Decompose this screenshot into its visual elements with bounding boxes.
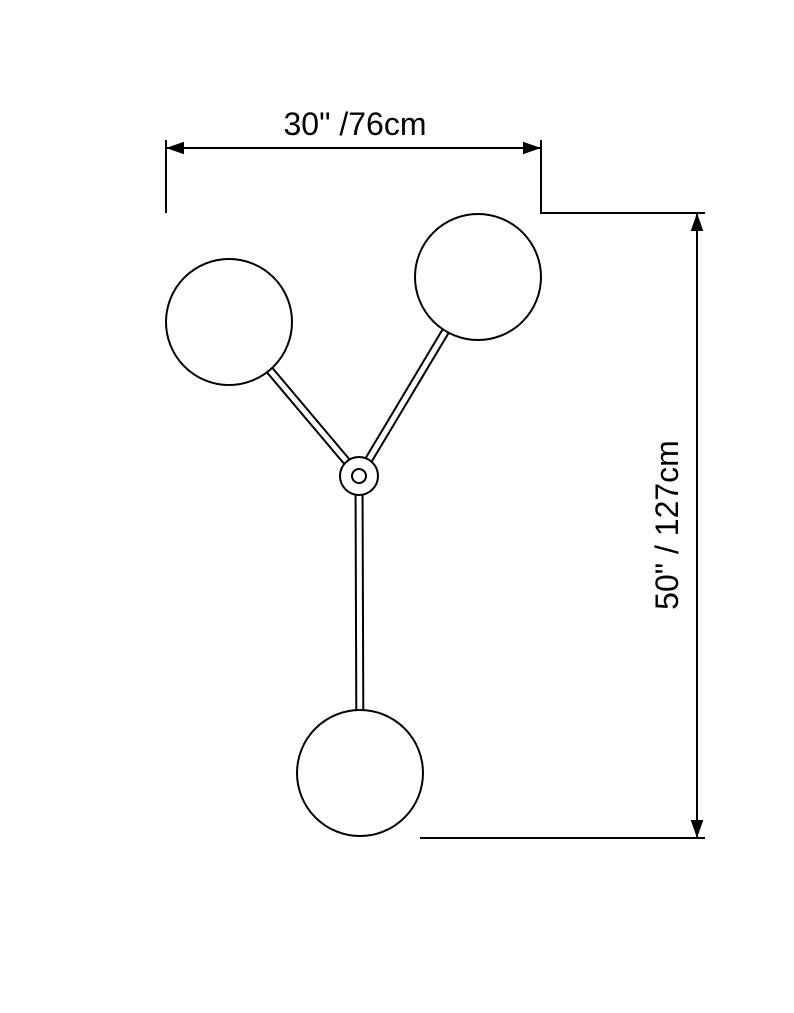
dim-top-label: 30" /76cm xyxy=(284,106,427,142)
technical-drawing: 30" /76cm 50" / 127cm xyxy=(0,0,794,1013)
hub-inner xyxy=(352,469,366,483)
globe-bottom xyxy=(297,710,423,836)
arm-bottom-edge-a xyxy=(356,495,357,710)
dim-right-label: 50" / 127cm xyxy=(649,440,685,610)
arm-bottom-edge-b xyxy=(363,495,364,710)
globe-top-right xyxy=(415,214,541,340)
globe-top-left xyxy=(166,259,292,385)
